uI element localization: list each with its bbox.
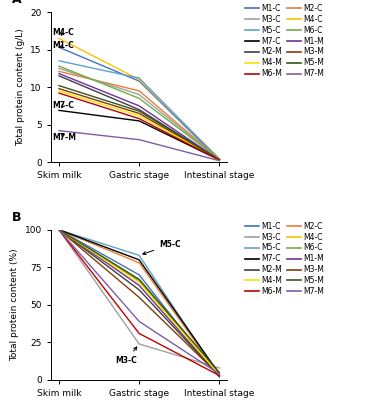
Text: M7-C: M7-C — [53, 101, 74, 110]
Text: M7-M: M7-M — [53, 133, 76, 142]
Legend: M1-C, M3-C, M5-C, M7-C, M2-M, M4-M, M6-M, M2-C, M4-C, M6-C, M1-M, M3-M, M5-M, M7: M1-C, M3-C, M5-C, M7-C, M2-M, M4-M, M6-M… — [245, 222, 324, 296]
Text: A: A — [12, 0, 22, 6]
Y-axis label: Total protein content (%): Total protein content (%) — [10, 248, 19, 361]
Text: M3-C: M3-C — [115, 347, 137, 365]
Text: M5-C: M5-C — [143, 240, 181, 254]
Legend: M1-C, M3-C, M5-C, M7-C, M2-M, M4-M, M6-M, M2-C, M4-C, M6-C, M1-M, M3-M, M5-M, M7: M1-C, M3-C, M5-C, M7-C, M2-M, M4-M, M6-M… — [245, 4, 324, 78]
Y-axis label: Total protein content (g/L): Total protein content (g/L) — [16, 28, 25, 146]
Text: M4-C: M4-C — [53, 28, 74, 37]
Text: M1-C: M1-C — [53, 41, 74, 50]
Text: B: B — [12, 211, 22, 224]
